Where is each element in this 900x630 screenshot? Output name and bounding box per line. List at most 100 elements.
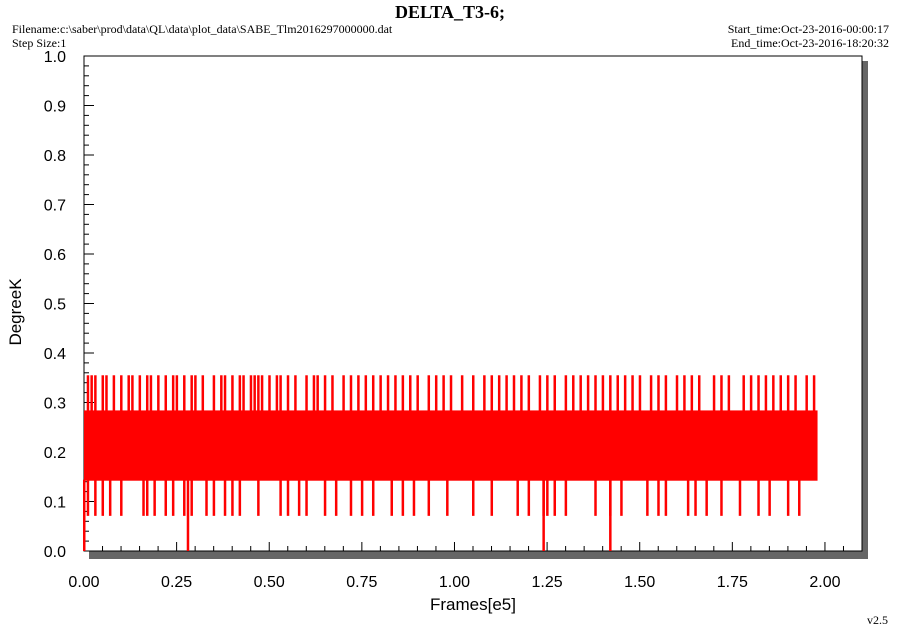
spike-high: [212, 375, 216, 412]
spike-low: [349, 479, 353, 516]
spike-high: [294, 375, 297, 412]
spike-high: [727, 375, 731, 412]
spike-high: [631, 375, 634, 412]
spike-low: [594, 479, 597, 516]
spike-high: [394, 375, 397, 412]
x-axis-label: Frames[e5]: [430, 595, 516, 614]
y-tick-label: 1.0: [44, 49, 66, 66]
start-time-label: Start_time:Oct-23-2016-00:00:17: [727, 22, 889, 36]
spike-low: [323, 479, 327, 516]
spike-high: [764, 375, 768, 412]
spike-high: [312, 375, 316, 412]
spike-high: [720, 375, 723, 412]
spike-high: [305, 375, 308, 412]
spike-zero: [83, 479, 86, 551]
spike-low: [757, 479, 760, 516]
y-tick-label: 0.9: [44, 99, 66, 116]
y-tick-label: 0.5: [44, 297, 66, 314]
spike-high: [223, 375, 227, 412]
spike-high: [316, 375, 319, 412]
x-tick-label: 2.00: [809, 574, 840, 591]
spike-low: [768, 479, 771, 516]
spike-high: [427, 375, 431, 412]
spike-high: [779, 375, 782, 412]
spike-high: [772, 375, 775, 412]
spike-high: [449, 375, 453, 412]
spike-high: [586, 375, 590, 412]
spike-low: [786, 479, 790, 516]
spike-high: [712, 375, 716, 412]
end-time-label: End_time:Oct-23-2016-18:20:32: [731, 36, 889, 50]
spike-high: [120, 375, 123, 412]
spike-high: [757, 375, 760, 412]
spike-high: [231, 375, 234, 412]
spike-high: [623, 375, 627, 412]
spike-high: [401, 375, 405, 412]
spike-low: [164, 479, 168, 516]
spike-high: [131, 375, 134, 412]
spike-low: [564, 479, 568, 516]
spike-high: [742, 375, 745, 412]
spike-high: [86, 375, 90, 412]
x-tick-label: 1.50: [624, 574, 655, 591]
spike-low: [238, 479, 242, 516]
spike-high: [386, 375, 390, 412]
spike-high: [371, 375, 375, 412]
spike-high: [275, 375, 279, 412]
spike-low: [664, 479, 668, 516]
spike-low: [286, 479, 290, 516]
spike-high: [497, 375, 501, 412]
spike-high: [249, 375, 253, 412]
spike-low: [120, 479, 123, 516]
spike-low: [686, 479, 690, 516]
spike-high: [90, 375, 93, 412]
spike-high: [260, 375, 264, 412]
spike-low: [171, 479, 175, 516]
spike-high: [201, 375, 205, 412]
spike-high: [697, 375, 701, 412]
spike-low: [145, 479, 149, 516]
spike-high: [616, 375, 619, 412]
spike-high: [331, 375, 334, 412]
spike-low: [527, 479, 531, 516]
spike-high: [434, 375, 438, 412]
spike-low: [142, 479, 145, 516]
spike-high: [183, 375, 186, 412]
spike-high: [279, 375, 282, 412]
spike-high: [579, 375, 582, 412]
x-tick-label: 1.75: [717, 574, 748, 591]
spike-high: [527, 375, 531, 412]
spike-low: [183, 479, 186, 516]
spike-high: [786, 375, 790, 412]
spike-zero: [609, 479, 612, 551]
spike-low: [190, 479, 193, 516]
step-size-label: Step Size:1: [12, 36, 67, 50]
spike-low: [427, 479, 431, 516]
spike-low: [657, 479, 660, 516]
spike-high: [323, 375, 327, 412]
spike-high: [416, 375, 419, 412]
spike-high: [749, 375, 753, 412]
y-tick-label: 0.7: [44, 198, 66, 215]
spike-high: [538, 375, 542, 412]
spike-low: [231, 479, 234, 516]
spike-high: [657, 375, 660, 412]
x-tick-label: 1.25: [532, 574, 563, 591]
spike-high: [805, 375, 808, 412]
spike-zero: [186, 479, 190, 551]
spike-low: [738, 479, 742, 516]
spike-high: [157, 375, 160, 412]
spike-high: [546, 375, 549, 412]
axis-tick-labels: 0.0 0.1 0.2 0.3 0.4 0.5 0.6 0.7 0.8 0.9 1.0 0.00 0.2…: [44, 49, 841, 591]
y-tick-label: 0.6: [44, 247, 66, 264]
y-tick-label: 0.0: [44, 544, 66, 561]
spike-high: [505, 375, 508, 412]
spike-low: [694, 479, 697, 516]
spike-high: [257, 375, 260, 412]
spike-high: [638, 375, 642, 412]
spike-low: [108, 479, 112, 516]
spike-high: [357, 375, 360, 412]
spike-high: [690, 375, 694, 412]
spike-low: [153, 479, 156, 516]
spike-low: [371, 479, 375, 516]
